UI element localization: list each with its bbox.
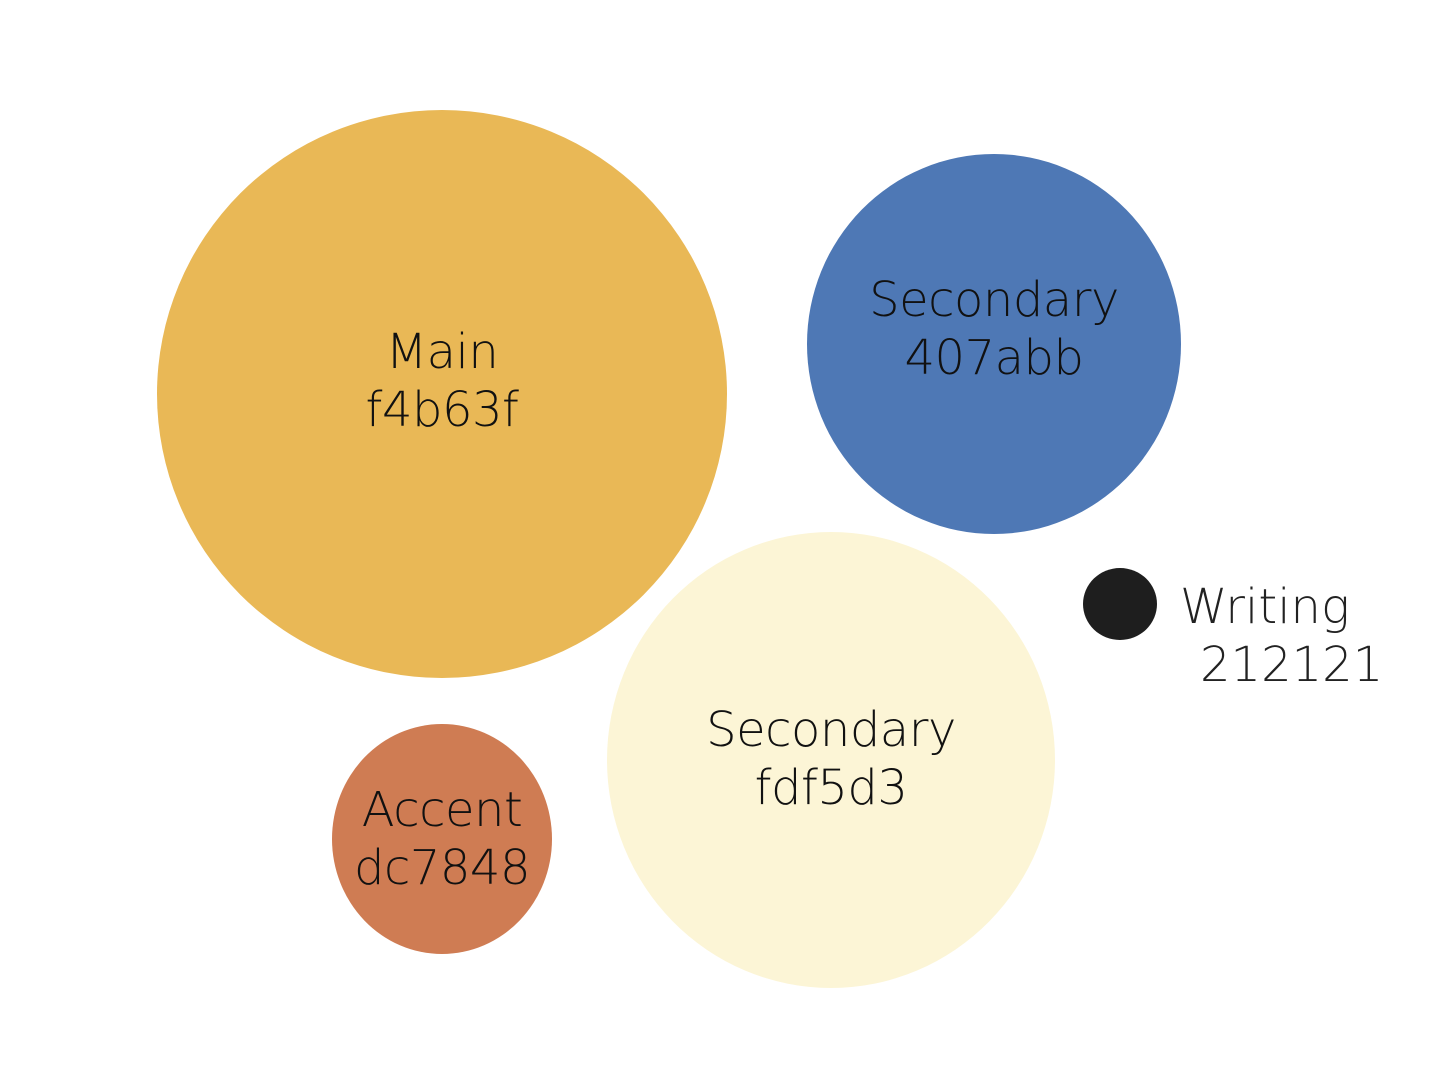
secondary-blue-color-code: 407abb bbox=[904, 330, 1084, 386]
main-swatch-label: Main f4b63f bbox=[366, 323, 519, 439]
accent-swatch-label: Accent dc7848 bbox=[353, 781, 531, 897]
secondary-blue-swatch: Secondary 407abb bbox=[807, 154, 1181, 534]
writing-swatch-label: Writing 212121 bbox=[1180, 578, 1383, 694]
accent-color-name: Accent bbox=[361, 782, 523, 838]
secondary-cream-swatch: Secondary fdf5d3 bbox=[607, 532, 1055, 988]
secondary-cream-color-name: Secondary bbox=[706, 702, 956, 758]
main-color-swatch: Main f4b63f bbox=[157, 110, 727, 678]
writing-color-name: Writing bbox=[1180, 579, 1350, 635]
secondary-cream-swatch-label: Secondary fdf5d3 bbox=[706, 701, 956, 817]
secondary-blue-swatch-label: Secondary 407abb bbox=[869, 271, 1119, 387]
secondary-cream-color-code: fdf5d3 bbox=[754, 760, 908, 816]
accent-color-swatch: Accent dc7848 bbox=[332, 724, 552, 954]
writing-color-code: 212121 bbox=[1200, 637, 1384, 693]
accent-color-code: dc7848 bbox=[353, 840, 531, 896]
main-color-name: Main bbox=[385, 324, 499, 380]
main-color-code: f4b63f bbox=[365, 382, 519, 438]
writing-color-swatch bbox=[1083, 568, 1157, 640]
secondary-blue-color-name: Secondary bbox=[869, 272, 1119, 328]
